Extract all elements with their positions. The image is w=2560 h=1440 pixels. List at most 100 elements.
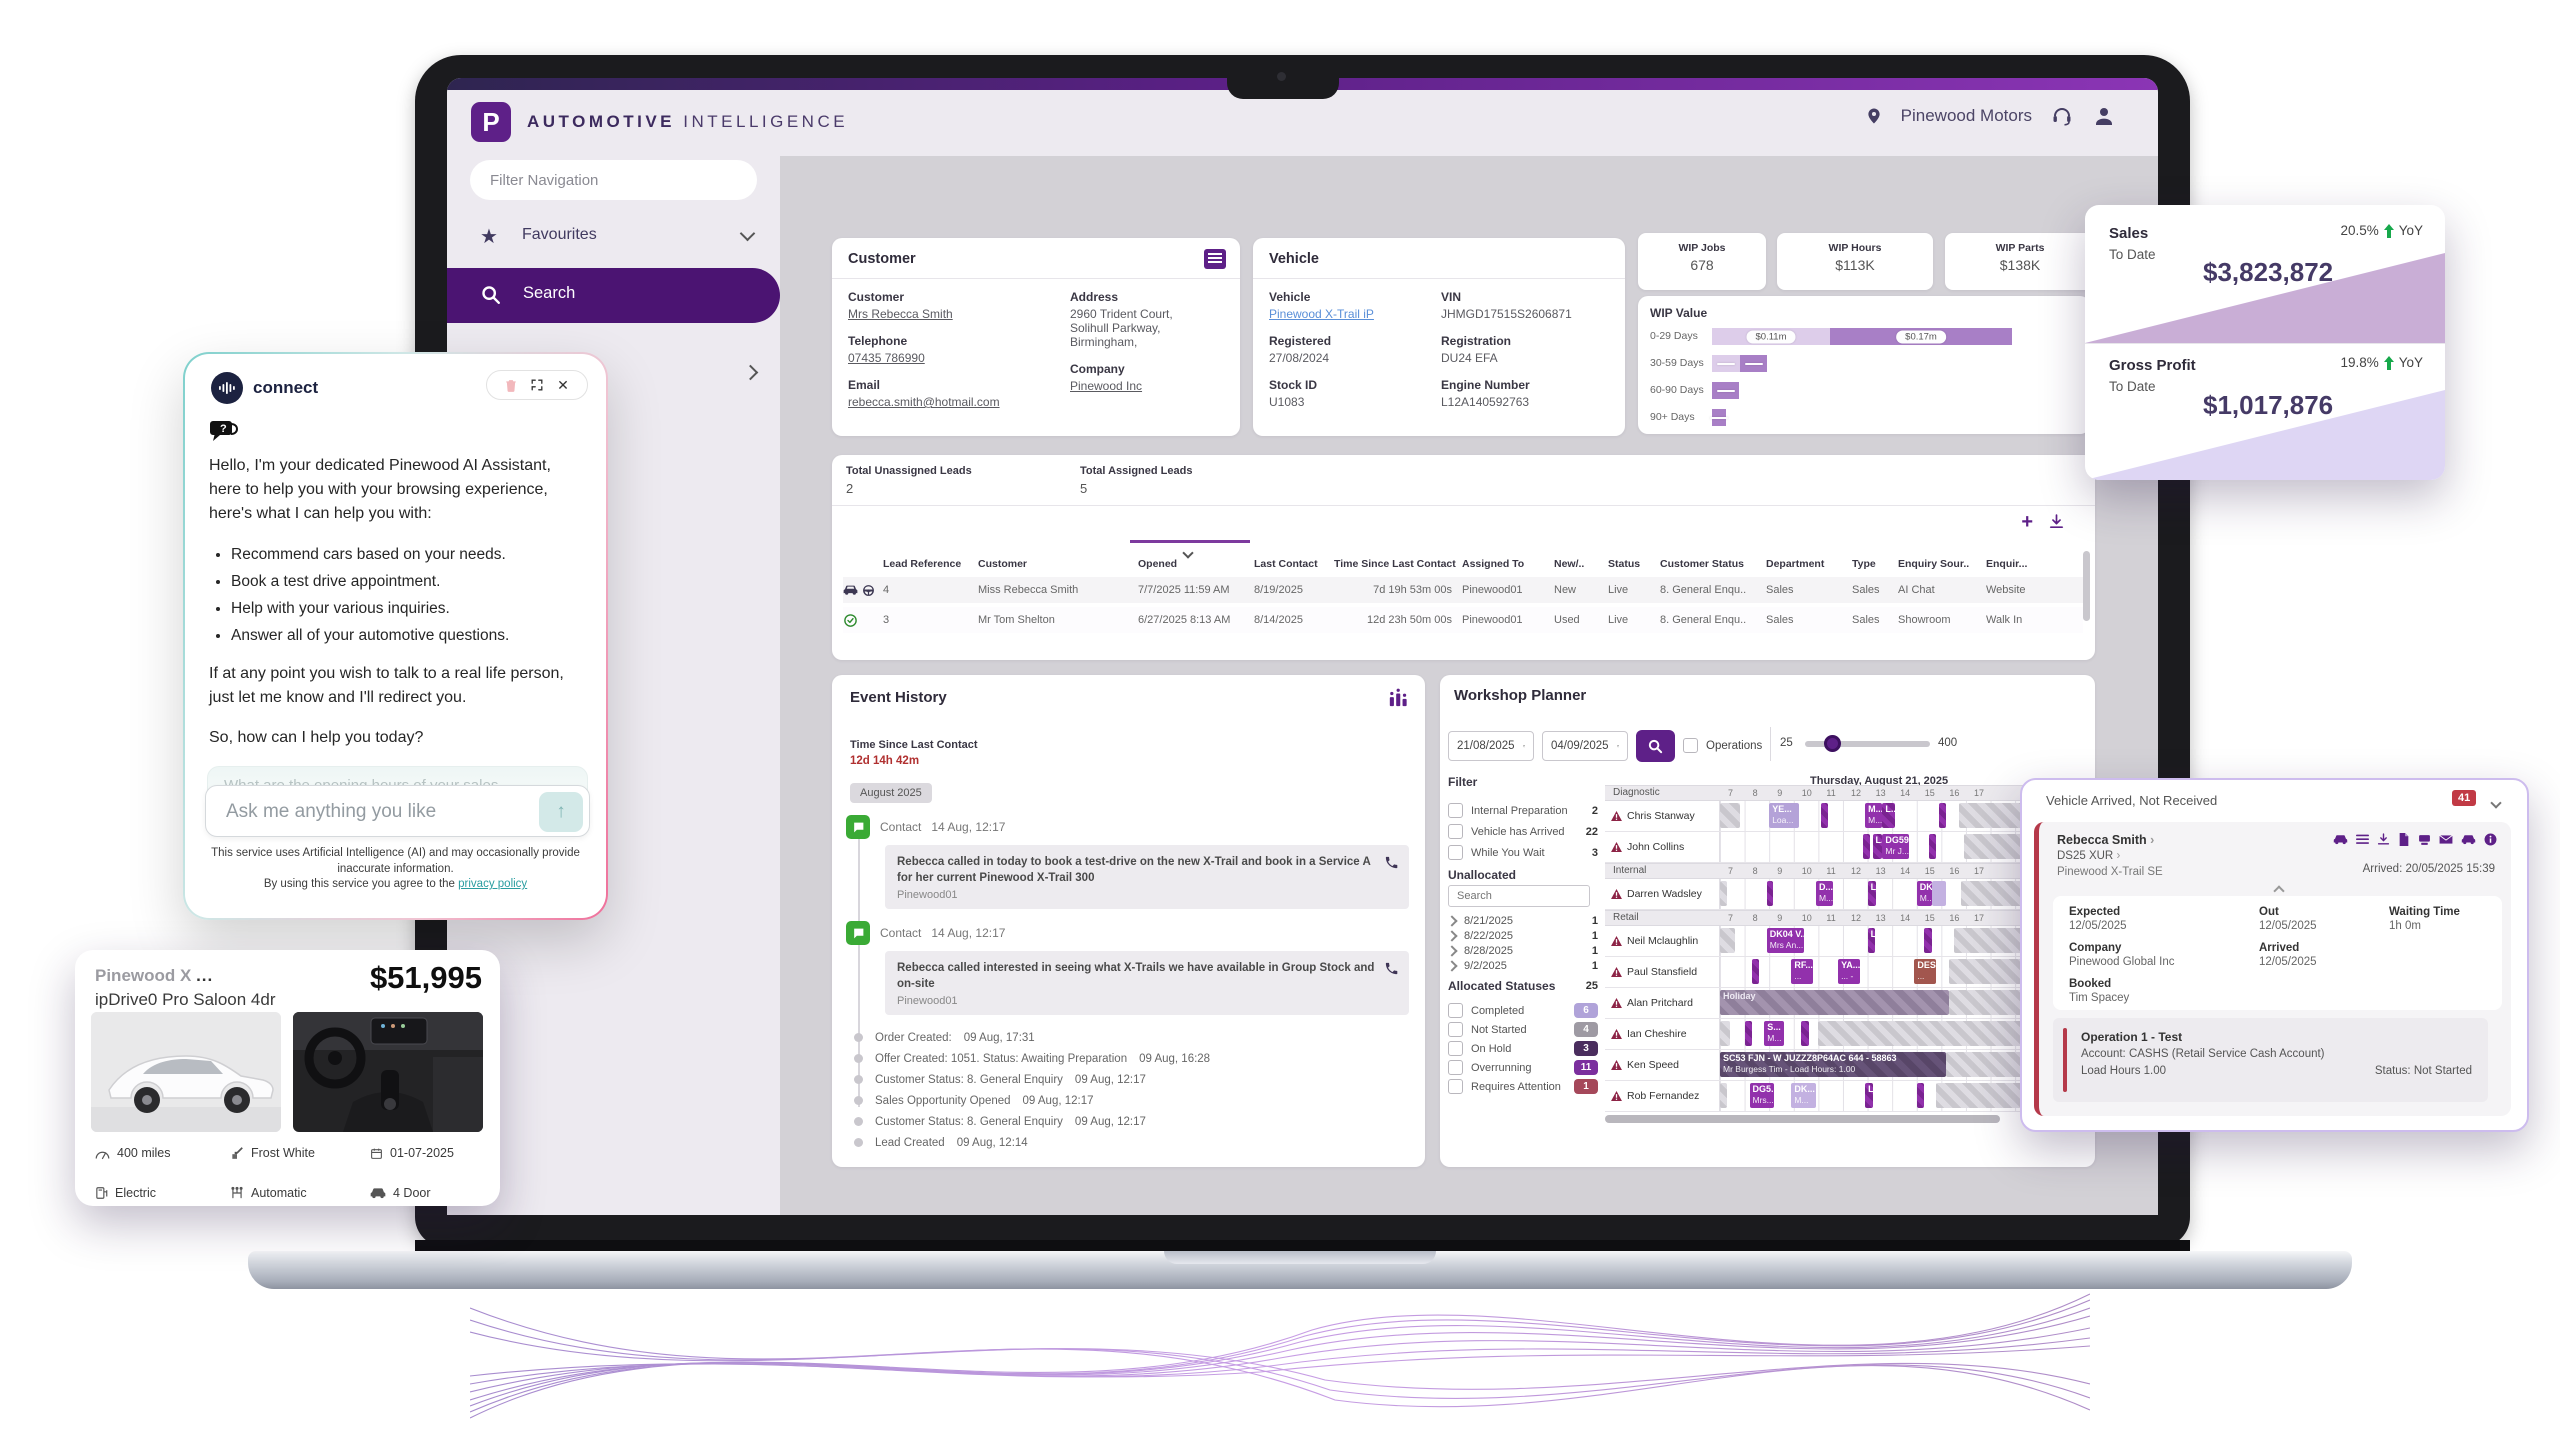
- filter-row[interactable]: Vehicle has Arrived 22: [1448, 821, 1598, 842]
- headset-icon[interactable]: [2050, 104, 2074, 128]
- col-lead-reference[interactable]: Lead Reference: [883, 558, 962, 570]
- wip-kpi-card[interactable]: WIP Hours $113K: [1777, 233, 1933, 290]
- col-enquiry[interactable]: Enquir...: [1986, 558, 2028, 570]
- gantt-bar[interactable]: D...M... -: [1815, 881, 1834, 906]
- gantt-bar[interactable]: DG5...Mrs... -: [1749, 1083, 1775, 1108]
- planner-search-button[interactable]: [1636, 730, 1675, 762]
- filter-navigation-input[interactable]: [470, 160, 757, 200]
- col-customer-status[interactable]: Customer Status: [1660, 558, 1745, 570]
- contact-event[interactable]: Contact 14 Aug, 12:17 Rebecca called in …: [846, 815, 1409, 910]
- zoom-slider-knob[interactable]: [1824, 735, 1841, 752]
- timeline-event[interactable]: Lead Created 09 Aug, 12:14: [853, 1132, 1409, 1153]
- sidebar-expand-icon[interactable]: [742, 361, 759, 384]
- gantt-bar[interactable]: DK...M...: [1916, 881, 1932, 906]
- col-department[interactable]: Department: [1766, 558, 1825, 570]
- privacy-policy-link[interactable]: privacy policy: [458, 878, 528, 891]
- vehicle-photo-interior[interactable]: [293, 1012, 483, 1132]
- gantt-bar[interactable]: M...M... -: [1865, 803, 1883, 828]
- wip-kpi-card[interactable]: WIP Jobs 678: [1638, 233, 1766, 290]
- download-icon[interactable]: [2048, 513, 2065, 530]
- col-enquiry-source[interactable]: Enquiry Sour..: [1898, 558, 1970, 570]
- gantt-bar[interactable]: L...: [1882, 803, 1895, 828]
- vehicle-photo-exterior[interactable]: [91, 1012, 281, 1132]
- status-checkbox[interactable]: [1448, 1079, 1463, 1094]
- device-icon[interactable]: [2418, 834, 2431, 846]
- gantt-bar[interactable]: L...: [1865, 1083, 1873, 1108]
- filter-checkbox[interactable]: [1448, 845, 1463, 860]
- wip-bar-dark[interactable]: [1740, 355, 1767, 372]
- wip-bar-dark[interactable]: $0.17m: [1830, 328, 2012, 345]
- status-checkbox[interactable]: [1448, 1060, 1463, 1075]
- unallocated-row[interactable]: 8/28/2025 1: [1446, 943, 1598, 958]
- status-row[interactable]: Requires Attention 1: [1448, 1077, 1598, 1096]
- gantt-bar[interactable]: [1820, 803, 1829, 828]
- gantt-bar[interactable]: S...M... -: [1764, 1021, 1784, 1046]
- expand-icon[interactable]: [1446, 944, 1458, 957]
- gantt-bar[interactable]: [1744, 1021, 1752, 1046]
- timeline-event[interactable]: Order Created: 09 Aug, 17:31: [853, 1027, 1409, 1048]
- zoom-slider-track[interactable]: [1805, 741, 1930, 747]
- document-icon[interactable]: [2398, 833, 2410, 846]
- technician-name[interactable]: Darren Wadsley: [1605, 879, 1720, 909]
- gantt-bar[interactable]: [1720, 928, 1735, 953]
- info-icon[interactable]: [2484, 833, 2497, 846]
- timeline-event[interactable]: Offer Created: 1051. Status: Awaiting Pr…: [853, 1048, 1409, 1069]
- arrival-customer[interactable]: Rebecca Smith ›: [2057, 833, 2155, 847]
- col-type[interactable]: Type: [1852, 558, 1876, 570]
- operations-checkbox-row[interactable]: Operations: [1683, 735, 1762, 756]
- gantt-bar[interactable]: YE... Loa...: [1769, 803, 1799, 828]
- customer-link[interactable]: Mrs Rebecca Smith: [848, 307, 953, 321]
- gantt-bar[interactable]: DES......: [1914, 959, 1937, 984]
- table-row[interactable]: 4 Miss Rebecca Smith 7/7/2025 11:59 AM 8…: [843, 577, 2083, 603]
- chat-input[interactable]: [224, 786, 518, 838]
- filter-row[interactable]: Internal Preparation 2: [1448, 800, 1598, 821]
- send-button[interactable]: ↑: [539, 792, 583, 832]
- contact-note[interactable]: Rebecca called interested in seeing what…: [885, 951, 1409, 1016]
- sidebar-item-search[interactable]: Search: [447, 268, 780, 323]
- status-row[interactable]: Overrunning 11: [1448, 1058, 1598, 1077]
- gantt-bar[interactable]: Holiday: [1720, 990, 1949, 1015]
- unallocated-row[interactable]: 8/22/2025 1: [1446, 928, 1598, 943]
- table-row[interactable]: 3 Mr Tom Shelton 6/27/2025 8:13 AM 8/14/…: [843, 607, 2083, 633]
- gantt-bar[interactable]: [1720, 881, 1728, 906]
- status-checkbox[interactable]: [1448, 1003, 1463, 1018]
- gantt-bar[interactable]: SC53 FJN - W JUZZZ8P64AC 644 - 58863 Mr B…: [1720, 1052, 1947, 1077]
- user-icon[interactable]: [2092, 104, 2116, 128]
- wip-bar-dark[interactable]: [1710, 409, 1728, 426]
- technician-name[interactable]: Chris Stanway: [1605, 801, 1720, 831]
- col-new-used[interactable]: New/..: [1554, 558, 1585, 570]
- operations-checkbox[interactable]: [1683, 738, 1698, 753]
- gantt-bar[interactable]: [1751, 959, 1760, 984]
- gantt-bar[interactable]: [1916, 1083, 1925, 1108]
- gantt-bar[interactable]: RF......: [1791, 959, 1814, 984]
- brand-logo[interactable]: P: [471, 102, 511, 142]
- vehicle-icon[interactable]: [2333, 834, 2348, 845]
- col-assigned-to[interactable]: Assigned To: [1462, 558, 1525, 570]
- col-status[interactable]: Status: [1608, 558, 1641, 570]
- download-icon[interactable]: [2377, 833, 2390, 846]
- unallocated-search-input[interactable]: [1448, 885, 1590, 907]
- email-link[interactable]: rebecca.smith@hotmail.com: [848, 395, 1000, 409]
- gantt-bar[interactable]: [1720, 803, 1740, 828]
- status-checkbox[interactable]: [1448, 1041, 1463, 1056]
- timeline-event[interactable]: Sales Opportunity Opened 09 Aug, 12:17: [853, 1090, 1409, 1111]
- gantt-bar[interactable]: DK...M...: [1791, 1083, 1816, 1108]
- notebook-icon[interactable]: [1204, 249, 1226, 269]
- unallocated-row[interactable]: 9/2/2025 1: [1446, 958, 1598, 973]
- vehicle-listing-card[interactable]: Pinewood X ... ipDrive0 Pro Saloon 4dr $…: [75, 950, 500, 1206]
- expand-icon[interactable]: [531, 379, 543, 391]
- vehicle-link[interactable]: Pinewood X-Trail iP: [1269, 307, 1374, 321]
- technician-name[interactable]: John Collins: [1605, 832, 1720, 862]
- status-checkbox[interactable]: [1448, 1022, 1463, 1037]
- status-row[interactable]: Completed 6: [1448, 1001, 1598, 1020]
- close-icon[interactable]: ✕: [557, 377, 569, 393]
- add-lead-button[interactable]: +: [2021, 511, 2033, 533]
- contact-event[interactable]: Contact 14 Aug, 12:17 Rebecca called int…: [846, 921, 1409, 1016]
- col-opened[interactable]: Opened: [1138, 558, 1178, 570]
- wip-bar-light[interactable]: $0.11m: [1712, 328, 1830, 345]
- gantt-bar[interactable]: [1720, 1021, 1730, 1046]
- company-link[interactable]: Pinewood Inc: [1070, 379, 1143, 393]
- gantt-bar[interactable]: [1938, 803, 1947, 828]
- date-from-input[interactable]: 21/08/2025: [1448, 731, 1534, 761]
- wip-bar-light[interactable]: [1712, 355, 1740, 372]
